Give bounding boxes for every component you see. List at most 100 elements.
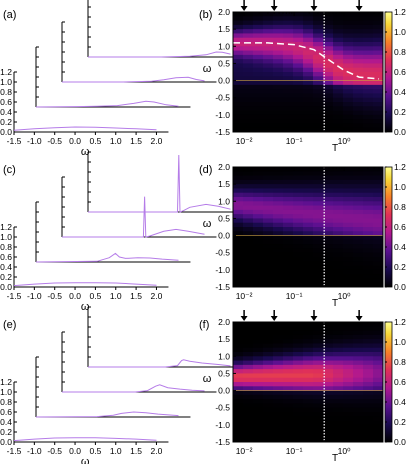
heatmap-cell (243, 201, 254, 206)
heatmap-cell (273, 110, 284, 116)
heatmap-cell (273, 80, 284, 86)
heatmap-cell (303, 244, 314, 249)
x-axis-label: ω (81, 301, 90, 313)
heatmap-cell (273, 437, 284, 443)
heatmap-cell (363, 89, 374, 94)
heatmap-cell (333, 119, 344, 124)
heatmap-cell (353, 278, 364, 284)
heatmap-cell (253, 257, 264, 262)
heatmap-cell (343, 356, 354, 361)
heatmap-cell (343, 278, 354, 284)
y-axis-label: ω (203, 63, 212, 75)
heatmap-cell (333, 373, 344, 379)
heatmap-cell (343, 360, 354, 366)
heatmap-cell (323, 239, 334, 245)
heatmap-cell (273, 97, 284, 103)
heatmap-cell (343, 184, 354, 189)
heatmap-cell (303, 171, 314, 176)
heatmap-cell (243, 269, 254, 275)
heatmap-cell (233, 278, 244, 284)
heatmap-cell (293, 175, 304, 181)
heatmap-cell (253, 369, 264, 374)
heatmap-cell (363, 339, 374, 344)
heatmap-cell (293, 127, 304, 133)
heatmap-cell (313, 412, 324, 417)
heatmap-cell (273, 171, 284, 176)
heatmap-cell (253, 424, 264, 430)
heatmap-cell (273, 175, 284, 181)
heatmap-cell (353, 179, 364, 185)
heatmap-cell (273, 257, 284, 262)
heatmap-cell (313, 356, 324, 361)
heatmap-cell (343, 192, 354, 198)
heatmap-cell (263, 110, 274, 116)
heatmap-cell (293, 167, 304, 172)
heatmap-cell (273, 390, 284, 396)
waterfall-panel: (e)0.00.20.40.60.81.01.2-1.5 -1.0 -0.5 0.0 0… (0, 306, 243, 464)
heatmap-cell (313, 265, 324, 271)
heatmap-cell (323, 84, 334, 90)
colorbar-tick-label: 0.4 (394, 87, 406, 97)
heatmap-cell (233, 322, 244, 327)
heatmap-cell (293, 369, 304, 374)
heatmap-cell (363, 424, 374, 430)
heatmap-cell (353, 84, 364, 90)
heatmap-cell (323, 37, 334, 43)
heatmap-cell (283, 63, 294, 69)
heatmap-cell (343, 261, 354, 266)
y-tick-label: 0.2 (0, 427, 12, 437)
heatmap-cell (293, 334, 304, 340)
heatmap-cell (253, 84, 264, 90)
heatmap-cell (233, 110, 244, 116)
heatmap-cell (283, 184, 294, 189)
heatmap-cell (303, 231, 314, 236)
heatmap-cell (263, 403, 274, 409)
heatmap-cell (373, 373, 384, 379)
heatmap-cell (253, 214, 264, 219)
heatmap-cell (303, 330, 314, 336)
heatmap-cell (273, 265, 284, 271)
heatmap-cell (273, 63, 284, 69)
heatmap-cell (323, 42, 334, 47)
heatmap-cell (263, 343, 274, 349)
heatmap-cell (293, 394, 304, 400)
x-tick-label: 1.0 (110, 136, 122, 146)
heatmap-cell (333, 37, 344, 43)
heatmap-cell (313, 420, 324, 426)
heatmap-cell (283, 179, 294, 185)
heatmap-cell (283, 274, 294, 279)
heatmap-cell (243, 244, 254, 249)
heatmap-cell (363, 184, 374, 189)
heatmap-cell (313, 416, 324, 421)
heatmap-cell (333, 114, 344, 120)
heatmap-cell (283, 12, 294, 17)
heatmap-cell (243, 360, 254, 366)
heatmap-cell (263, 420, 274, 426)
heatmap-cell (233, 364, 244, 370)
heatmap-cell (343, 244, 354, 249)
waterfall-panel: (c)0.00.20.40.60.81.01.2-1.5 -1.0 -0.5 0.0 0… (0, 151, 243, 313)
heatmap-cell (373, 403, 384, 409)
heatmap-cell (253, 437, 264, 443)
heatmap-cell (253, 394, 264, 400)
heatmap-cell (263, 24, 274, 30)
heatmap-cell (363, 334, 374, 340)
heatmap-cell (243, 334, 254, 340)
heatmap-cell (373, 167, 384, 172)
heatmap-cell (303, 429, 314, 434)
heatmap-cell (273, 205, 284, 211)
heatmap-cell (333, 261, 344, 266)
heatmap-cell (283, 209, 294, 215)
heatmap-cell (253, 239, 264, 245)
heatmap-cell (263, 171, 274, 176)
heatmap-cell (373, 110, 384, 116)
heatmap-cell (263, 175, 274, 181)
heatmap-cell (323, 80, 334, 86)
heatmap-cell (273, 231, 284, 236)
heatmap-cell (353, 330, 364, 336)
heatmap-cell (333, 433, 344, 439)
heatmap-cell (363, 123, 374, 129)
heatmap-cell (233, 89, 244, 94)
heatmap-cell (273, 89, 284, 94)
heatmap-cell (293, 429, 304, 434)
